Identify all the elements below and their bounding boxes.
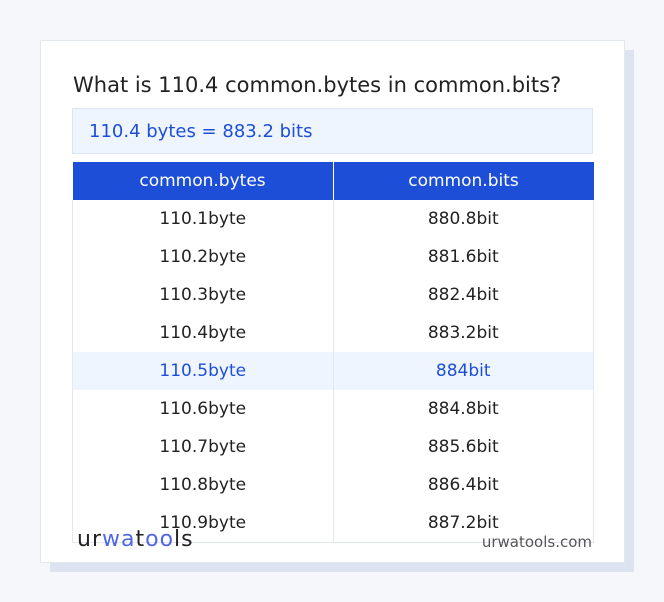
bits-cell: 884.8bit [332,390,594,428]
converter-card: What is 110.4 common.bytes in common.bit… [40,40,625,563]
bytes-cell: 110.8byte [72,466,334,504]
bytes-cell: 110.1byte [72,200,334,238]
bits-cell: 880.8bit [332,200,594,238]
table-row: 110.6byte 884.8bit [72,390,594,428]
table-row: 110.7byte 885.6bit [72,428,594,466]
bytes-cell: 110.2byte [72,238,334,276]
bits-cell: 882.4bit [332,276,594,314]
bytes-cell: 110.6byte [72,390,334,428]
result-box: 110.4 bytes = 883.2 bits [72,108,593,154]
bits-cell: 881.6bit [332,238,594,276]
table-row: 110.4byte 883.2bit [72,314,594,352]
table-row: 110.8byte 886.4bit [72,466,594,504]
urwatools-logo[interactable]: urwatools [77,527,194,552]
table-row: 110.3byte 882.4bit [72,276,594,314]
bits-cell: 884bit [332,352,594,390]
bytes-cell: 110.3byte [72,276,334,314]
table-row: 110.9byte 887.2bit [72,504,594,543]
conversion-table: common.bytes common.bits 110.1byte 880.8b… [72,162,594,543]
bits-cell: 883.2bit [332,314,594,352]
site-link[interactable]: urwatools.com [481,533,592,551]
bits-cell: 887.2bit [332,504,594,543]
page-title: What is 110.4 common.bytes in common.bit… [73,73,562,97]
table-row: 110.2byte 881.6bit [72,238,594,276]
bytes-cell: 110.4byte [72,314,334,352]
table-row: 110.1byte 880.8bit [72,200,594,238]
bytes-cell: 110.7byte [72,428,334,466]
header-bits: common.bits [332,162,594,200]
bytes-cell: 110.9byte [72,504,334,543]
header-bytes: common.bytes [72,162,333,200]
bytes-cell: 110.5byte [72,352,334,390]
bits-cell: 886.4bit [332,466,594,504]
table-row: 110.5byte 884bit [72,352,594,390]
bits-cell: 885.6bit [332,428,594,466]
